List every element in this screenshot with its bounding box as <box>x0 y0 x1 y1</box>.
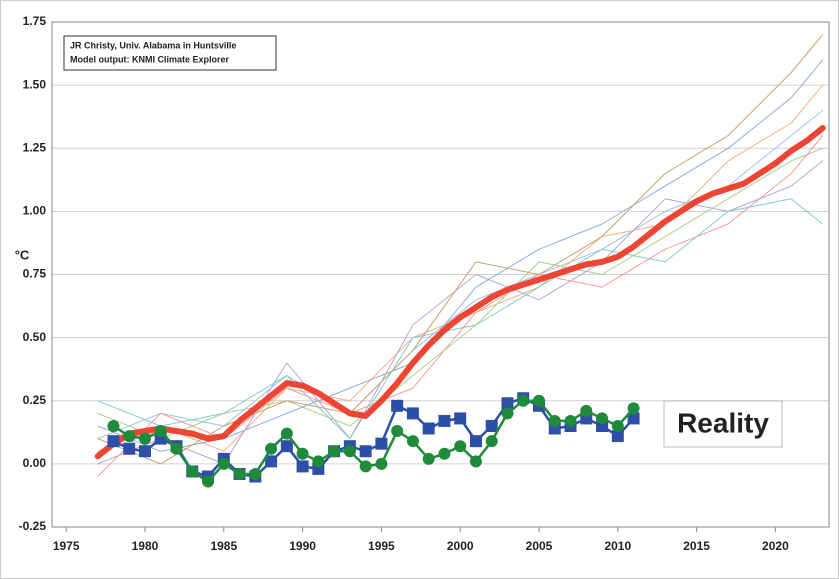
marker <box>422 452 435 465</box>
marker <box>391 425 404 438</box>
marker <box>501 407 514 420</box>
marker <box>359 460 372 473</box>
plot-border <box>51 21 830 528</box>
marker <box>406 407 419 420</box>
y-tick-label: 1.50 <box>23 77 47 91</box>
y-tick-label: 0.50 <box>23 330 47 344</box>
y-tick-label: 0.25 <box>23 393 47 407</box>
annotation: Model output: KNMI Climate Explorer <box>70 54 230 64</box>
marker <box>485 420 498 432</box>
marker <box>596 412 609 425</box>
marker <box>280 440 293 453</box>
marker <box>564 414 577 427</box>
marker <box>611 420 624 432</box>
series-line <box>97 34 824 465</box>
annotation-box <box>63 35 277 71</box>
x-tick-label: 1975 <box>53 539 80 553</box>
y-tick-label: 1.00 <box>23 204 47 218</box>
marker <box>517 394 530 407</box>
series-line <box>97 198 824 440</box>
marker <box>123 430 136 443</box>
series-line <box>112 396 635 478</box>
marker <box>627 402 640 415</box>
y-tick-label: 1.75 <box>23 14 47 28</box>
marker <box>328 445 341 458</box>
marker <box>265 455 278 468</box>
series-line <box>112 399 635 483</box>
marker <box>375 457 388 470</box>
marker <box>359 445 372 458</box>
y-tick-label: 0.75 <box>23 267 47 281</box>
x-tick-label: 2000 <box>447 539 474 553</box>
x-tick-label: 2010 <box>604 539 631 553</box>
marker <box>138 445 151 458</box>
marker <box>454 412 467 425</box>
marker <box>107 420 120 432</box>
x-tick-label: 2020 <box>762 539 789 553</box>
marker <box>422 422 435 435</box>
x-tick-label: 1980 <box>132 539 159 553</box>
marker <box>454 440 467 453</box>
callout-box <box>663 400 783 448</box>
marker <box>312 455 325 468</box>
marker <box>406 435 419 448</box>
marker <box>611 430 624 443</box>
marker <box>170 442 183 455</box>
marker <box>154 425 167 438</box>
marker <box>533 394 546 407</box>
marker <box>138 432 151 445</box>
marker <box>501 397 514 410</box>
y-tick-label: 1.25 <box>23 140 47 154</box>
marker <box>375 437 388 450</box>
annotation: JR Christy, Univ. Alabama in Huntsville <box>70 40 236 50</box>
marker <box>107 435 120 448</box>
marker <box>233 467 246 480</box>
x-tick-label: 1995 <box>368 539 395 553</box>
plot <box>94 34 826 488</box>
marker <box>280 427 293 440</box>
marker <box>438 447 451 460</box>
x-tick-label: 1985 <box>210 539 237 553</box>
marker <box>202 475 215 488</box>
marker <box>296 447 309 460</box>
marker <box>438 414 451 427</box>
marker <box>217 457 230 470</box>
x-tick-label: 2005 <box>526 539 553 553</box>
marker <box>265 442 278 455</box>
y-axis-label: °C <box>15 247 30 262</box>
y-tick-label: 0.00 <box>23 456 47 470</box>
x-tick-label: 1990 <box>289 539 316 553</box>
marker <box>391 399 404 412</box>
y-tick-label: -0.25 <box>19 519 47 533</box>
callout: Reality <box>677 407 769 438</box>
marker <box>186 465 199 478</box>
marker <box>343 445 356 458</box>
marker <box>249 467 262 480</box>
marker <box>627 412 640 425</box>
marker <box>123 442 136 455</box>
marker <box>548 414 561 427</box>
marker <box>469 455 482 468</box>
marker <box>580 404 593 417</box>
x-tick-label: 2015 <box>683 539 710 553</box>
marker <box>485 435 498 448</box>
series-line <box>94 125 826 460</box>
marker <box>296 460 309 473</box>
marker <box>469 435 482 448</box>
